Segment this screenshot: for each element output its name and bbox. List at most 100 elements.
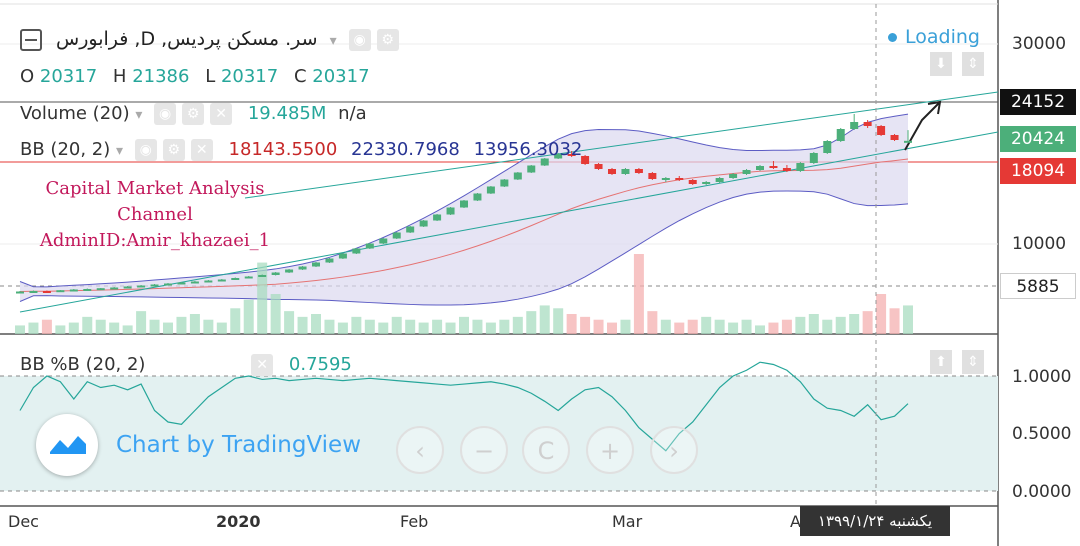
volume-bar [849, 314, 860, 334]
volume-bar [378, 322, 389, 334]
o-label: O [20, 66, 35, 87]
arrow-down-icon[interactable]: ⬇ [930, 52, 952, 76]
bb-basis: 18143.5500 [228, 139, 338, 160]
c-value: 20317 [312, 66, 370, 87]
resize-icon[interactable]: ⇕ [962, 350, 984, 374]
h-value: 21386 [132, 66, 190, 87]
crosshair-date: یکشنبه ۱۳۹۹/۱/۲۴ [800, 506, 950, 536]
bb-band-fill [20, 114, 908, 306]
price-tick: 30000 [1012, 34, 1067, 54]
candle-body [567, 154, 576, 156]
gear-icon[interactable]: ⚙ [162, 139, 185, 161]
volume-bar [284, 311, 295, 334]
reset-button[interactable]: C [522, 426, 570, 474]
candle-body [554, 154, 563, 159]
chevron-down-icon[interactable]: ▾ [135, 107, 143, 123]
volume-bar [459, 316, 469, 334]
volume-bar [243, 299, 254, 334]
tradingview-branding[interactable]: Chart by TradingView [116, 432, 362, 458]
candle-body [661, 178, 670, 180]
volume-label[interactable]: Volume (20) [20, 103, 130, 124]
volume-bar [768, 322, 779, 334]
tradingview-logo-icon [36, 414, 98, 476]
main-pane [0, 43, 999, 334]
volume-bar [835, 316, 846, 334]
volume-bar [297, 316, 308, 334]
candle-body [217, 279, 226, 282]
volume-bar [203, 319, 214, 334]
candle-body [110, 287, 119, 290]
candle-body [83, 289, 92, 291]
eye-icon[interactable]: ◉ [348, 28, 371, 51]
collapse-icon[interactable] [20, 28, 42, 51]
resize-icon[interactable]: ⇕ [962, 52, 984, 76]
volume-bar [55, 325, 66, 334]
close-icon[interactable]: ✕ [210, 103, 233, 125]
arrow-up-icon[interactable]: ⬆ [930, 350, 952, 374]
candle-body [460, 200, 468, 208]
ohlc-readout: O 20317 H 21386 L 20317 C 20317 [20, 66, 380, 87]
candle-body [796, 163, 805, 171]
bbpct-legend: BB %B (20, 2) ✕ 0.7595 [20, 354, 352, 376]
eye-icon[interactable]: ◉ [154, 103, 177, 125]
candle-body [29, 291, 38, 293]
scroll-back-button[interactable]: ‹ [396, 426, 444, 474]
volume-bar [862, 311, 873, 334]
scroll-forward-button[interactable]: › [650, 426, 698, 474]
watermark-line1: Capital Market Analysis [45, 178, 265, 199]
loading-label: Loading [905, 26, 980, 48]
volume-bar [687, 319, 698, 334]
c-label: C [293, 66, 307, 87]
volume-bar [741, 319, 752, 334]
watermark-line3: AdminID:Amir_khazaei_1 [39, 230, 271, 251]
candle-body [16, 291, 24, 294]
candle-body [823, 141, 832, 153]
volume-bar [405, 319, 416, 334]
volume-bar [593, 319, 604, 334]
volume-bar [149, 319, 160, 334]
bb-lower-line [19, 190, 909, 306]
eye-icon[interactable]: ◉ [134, 139, 157, 161]
volume-bar [337, 322, 348, 334]
price-tick: 10000 [1012, 234, 1067, 254]
volume-bar [526, 311, 537, 334]
chevron-down-icon[interactable]: ▾ [116, 143, 124, 159]
volume-bar [607, 322, 617, 334]
volume-bar [28, 322, 39, 334]
volume-bar [674, 322, 685, 334]
candle-body [715, 178, 724, 182]
bb-label[interactable]: BB (20, 2) [20, 139, 111, 160]
bb-upper: 22330.7968 [351, 139, 460, 160]
price-tag-low: 5885 [1000, 273, 1076, 299]
zoom-in-button[interactable]: + [586, 426, 634, 474]
candle-body [769, 166, 778, 168]
volume-bar [620, 319, 631, 334]
gear-icon[interactable]: ⚙ [182, 103, 205, 125]
time-tick: Dec [8, 512, 39, 531]
candle-body [702, 182, 711, 184]
volume-bar [822, 319, 833, 334]
volume-bar [647, 311, 658, 334]
volume-bar [418, 322, 429, 334]
price-tag-support: 18094 [1000, 158, 1076, 184]
close-icon[interactable]: ✕ [190, 139, 213, 161]
volume-bar [189, 314, 200, 334]
candle-body [890, 135, 899, 140]
symbol-title[interactable]: فرابورس ,D ,سر. مسکن پردیس [56, 28, 318, 50]
candle-body [594, 164, 603, 169]
volume-legend: Volume (20) ▾ ◉ ⚙ ✕ 19.485M n/a [20, 103, 367, 125]
candle-body [648, 173, 657, 179]
zoom-out-button[interactable]: − [460, 426, 508, 474]
candle-body [581, 156, 590, 164]
gear-icon[interactable]: ⚙ [376, 28, 399, 51]
loading-indicator: Loading [888, 26, 980, 48]
close-icon[interactable]: ✕ [251, 354, 274, 376]
time-tick: Feb [400, 512, 429, 531]
volume-bar [472, 319, 483, 334]
loading-dot [888, 33, 897, 42]
chevron-down-icon[interactable]: ▾ [329, 33, 337, 49]
arrow-head-icon [927, 100, 942, 115]
candle-body [231, 278, 240, 280]
candle-body [312, 262, 320, 267]
bbpct-label[interactable]: BB %B (20, 2) [20, 354, 146, 375]
